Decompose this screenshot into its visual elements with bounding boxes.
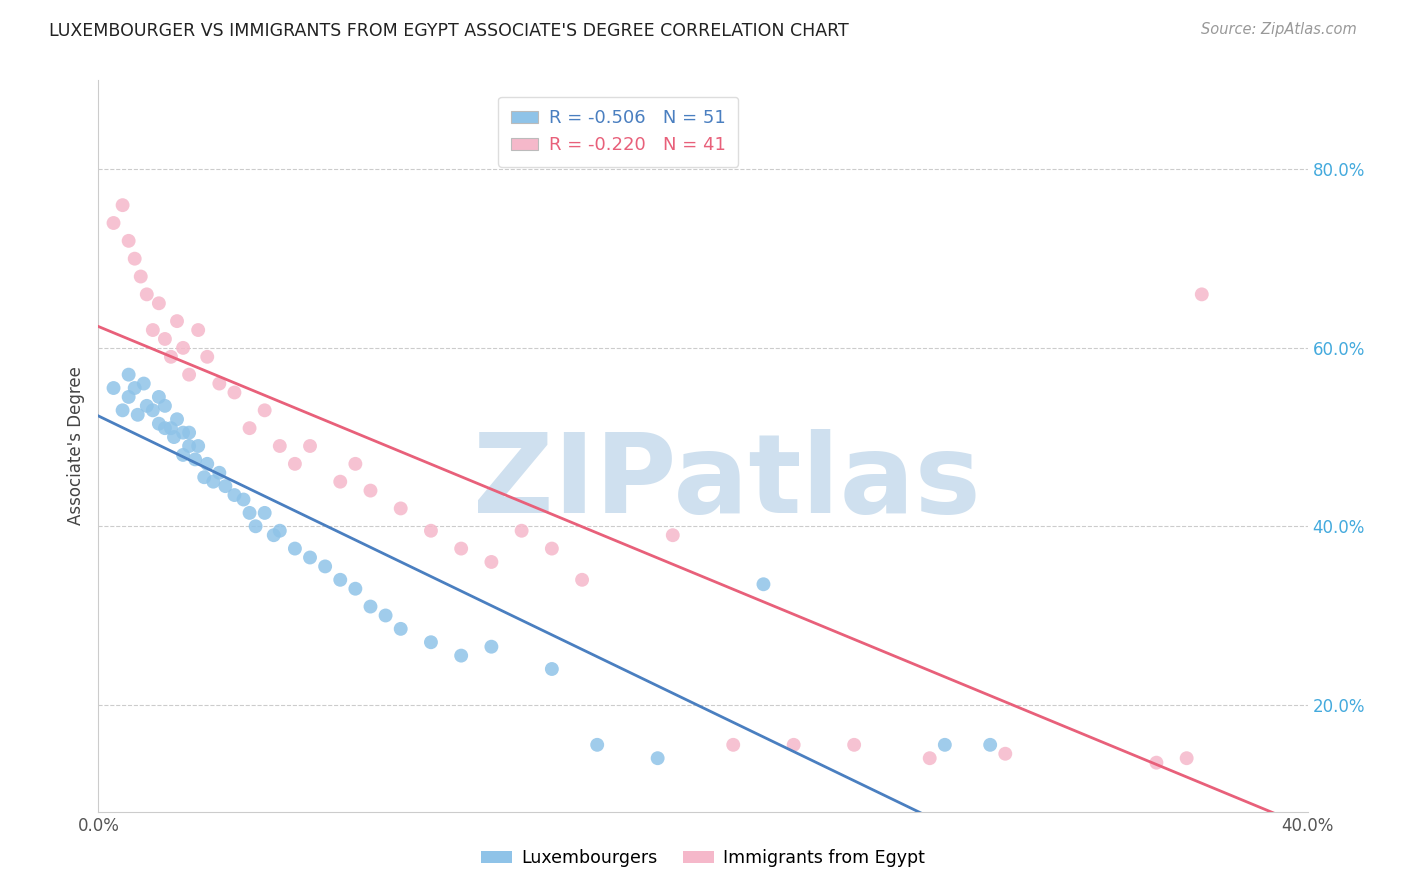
- Point: [184, 452, 207, 467]
- Point: [269, 524, 291, 538]
- Text: LUXEMBOURGER VS IMMIGRANTS FROM EGYPT ASSOCIATE'S DEGREE CORRELATION CHART: LUXEMBOURGER VS IMMIGRANTS FROM EGYPT AS…: [49, 22, 849, 40]
- Point: [103, 216, 125, 230]
- Point: [253, 403, 276, 417]
- Point: [132, 376, 155, 391]
- Point: [208, 376, 231, 391]
- Point: [844, 738, 866, 752]
- Point: [481, 555, 503, 569]
- Point: [214, 479, 236, 493]
- Point: [163, 430, 186, 444]
- Point: [450, 541, 472, 556]
- Text: Source: ZipAtlas.com: Source: ZipAtlas.com: [1201, 22, 1357, 37]
- Point: [540, 541, 562, 556]
- Point: [344, 582, 367, 596]
- Point: [135, 399, 157, 413]
- Point: [420, 524, 443, 538]
- Point: [124, 381, 146, 395]
- Point: [148, 390, 170, 404]
- Point: [723, 738, 745, 752]
- Point: [510, 524, 533, 538]
- Point: [344, 457, 367, 471]
- Point: [1175, 751, 1198, 765]
- Point: [360, 483, 382, 498]
- Point: [179, 368, 201, 382]
- Text: ZIPatlas: ZIPatlas: [474, 429, 981, 536]
- Point: [135, 287, 157, 301]
- Point: [179, 425, 201, 440]
- Point: [647, 751, 669, 765]
- Point: [142, 323, 165, 337]
- Point: [329, 475, 352, 489]
- Point: [329, 573, 352, 587]
- Point: [540, 662, 562, 676]
- Point: [783, 738, 806, 752]
- Point: [193, 470, 215, 484]
- Point: [172, 341, 194, 355]
- Legend: R = -0.506   N = 51, R = -0.220   N = 41: R = -0.506 N = 51, R = -0.220 N = 41: [498, 96, 738, 167]
- Point: [153, 421, 176, 435]
- Point: [202, 475, 225, 489]
- Point: [142, 403, 165, 417]
- Point: [103, 381, 125, 395]
- Point: [195, 457, 218, 471]
- Point: [239, 506, 262, 520]
- Point: [153, 399, 176, 413]
- Point: [374, 608, 396, 623]
- Point: [172, 448, 194, 462]
- Point: [253, 506, 276, 520]
- Point: [586, 738, 609, 752]
- Point: [148, 296, 170, 310]
- Point: [166, 412, 188, 426]
- Point: [420, 635, 443, 649]
- Point: [314, 559, 336, 574]
- Point: [263, 528, 285, 542]
- Point: [129, 269, 152, 284]
- Point: [571, 573, 593, 587]
- Point: [299, 550, 322, 565]
- Point: [752, 577, 775, 591]
- Point: [124, 252, 146, 266]
- Point: [127, 408, 149, 422]
- Point: [934, 738, 956, 752]
- Point: [208, 466, 231, 480]
- Legend: Luxembourgers, Immigrants from Egypt: Luxembourgers, Immigrants from Egypt: [474, 843, 932, 874]
- Point: [1144, 756, 1167, 770]
- Point: [481, 640, 503, 654]
- Point: [160, 350, 183, 364]
- Point: [245, 519, 267, 533]
- Point: [389, 501, 412, 516]
- Point: [360, 599, 382, 614]
- Point: [172, 425, 194, 440]
- Point: [187, 439, 209, 453]
- Point: [269, 439, 291, 453]
- Point: [195, 350, 218, 364]
- Point: [187, 323, 209, 337]
- Point: [111, 403, 134, 417]
- Point: [239, 421, 262, 435]
- Point: [153, 332, 176, 346]
- Point: [166, 314, 188, 328]
- Point: [918, 751, 941, 765]
- Point: [148, 417, 170, 431]
- Point: [299, 439, 322, 453]
- Point: [450, 648, 472, 663]
- Point: [160, 421, 183, 435]
- Point: [118, 390, 141, 404]
- Point: [979, 738, 1001, 752]
- Point: [284, 541, 307, 556]
- Point: [1191, 287, 1213, 301]
- Y-axis label: Associate's Degree: Associate's Degree: [66, 367, 84, 525]
- Point: [224, 385, 246, 400]
- Point: [232, 492, 254, 507]
- Point: [118, 368, 141, 382]
- Point: [179, 439, 201, 453]
- Point: [118, 234, 141, 248]
- Point: [224, 488, 246, 502]
- Point: [389, 622, 412, 636]
- Point: [994, 747, 1017, 761]
- Point: [111, 198, 134, 212]
- Point: [284, 457, 307, 471]
- Point: [661, 528, 683, 542]
